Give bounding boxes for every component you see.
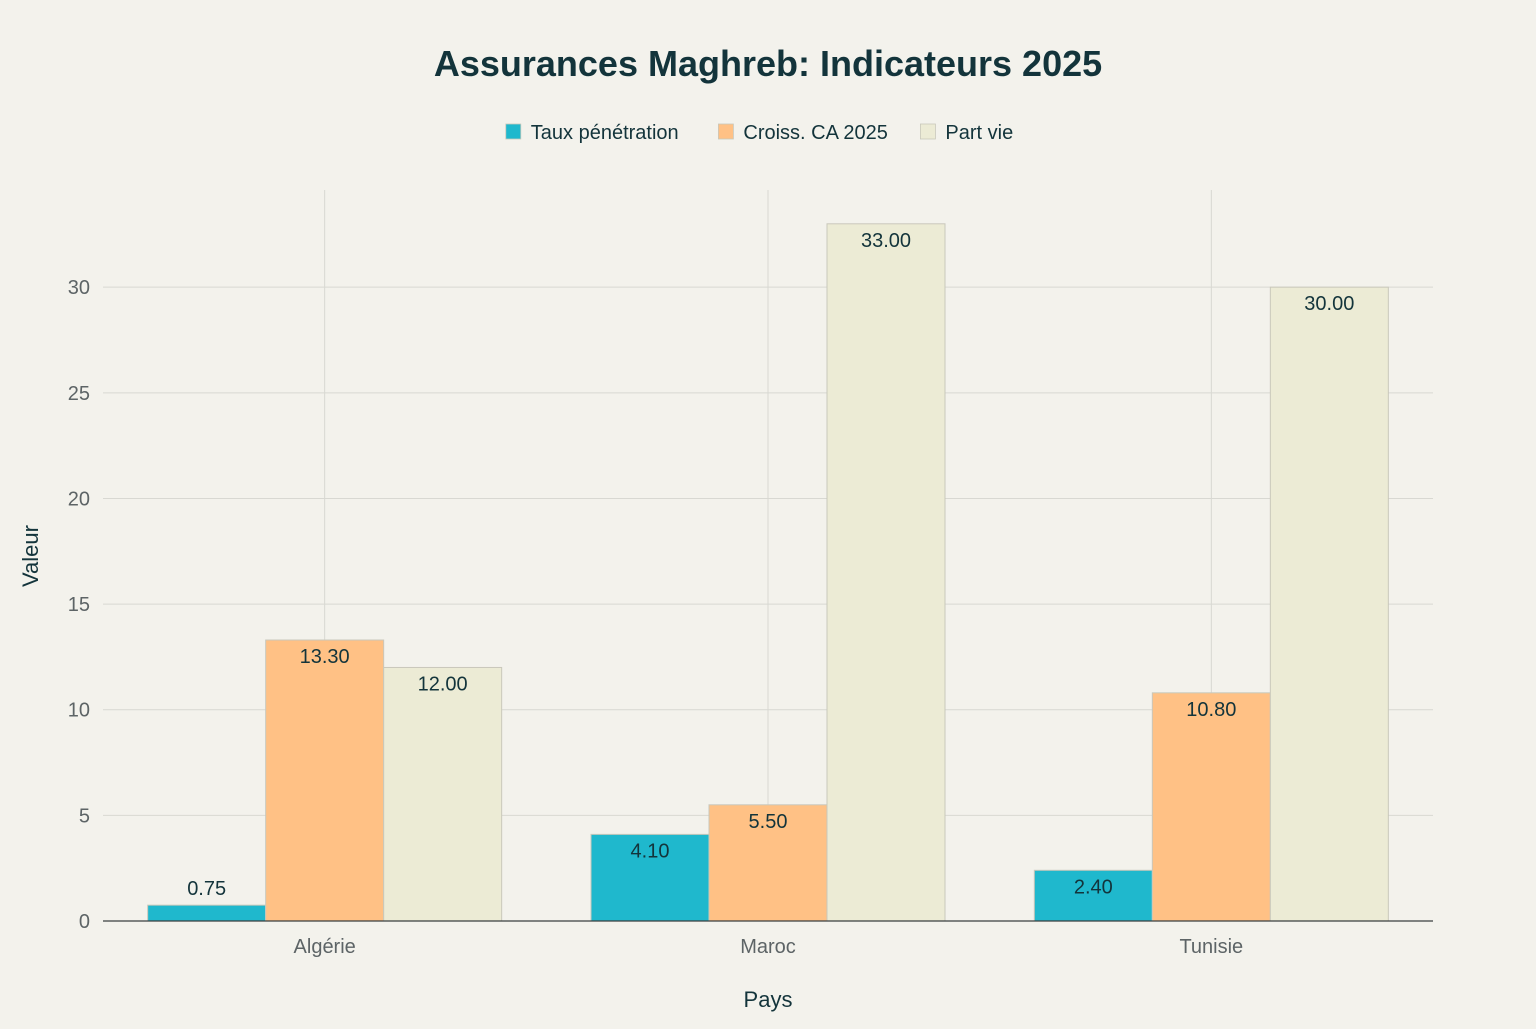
- y-tick-label: 20: [68, 488, 90, 510]
- legend-swatch-croiss-ca-2025: [718, 123, 734, 140]
- y-tick-label: 25: [68, 383, 90, 405]
- x-tick-label-algerie: Algérie: [294, 936, 356, 958]
- bar-croiss-ca-2025-algerie: [265, 639, 385, 922]
- bar-part-vie-tunisie: [1269, 286, 1389, 922]
- bar-taux-penetration-algerie: [147, 904, 267, 922]
- axes: 0 5 10 15 20 25 30 Algérie Maroc Tunisie: [68, 277, 1433, 958]
- bar-taux-penetration-maroc: [590, 833, 710, 922]
- bar-part-vie-maroc: [826, 223, 946, 922]
- data-label-taux-penetration-maroc: 4.10: [631, 840, 670, 862]
- bars: [147, 223, 1389, 922]
- y-axis-title: Valeur: [18, 525, 43, 587]
- data-labels: 0.75 13.30 12.00 4.10 5.50 33.00 2.40 10.80 30.0…: [187, 230, 1354, 900]
- y-tick-label: 15: [68, 594, 90, 616]
- legend-label-taux-penetration: Taux pénétration: [531, 122, 679, 144]
- data-label-croiss-ca-2025-algerie: 13.30: [300, 646, 350, 668]
- data-label-taux-penetration-tunisie: 2.40: [1074, 876, 1113, 898]
- bar-taux-penetration-tunisie: [1033, 869, 1153, 922]
- y-tick-label: 0: [79, 911, 90, 933]
- y-tick-label: 5: [79, 805, 90, 827]
- legend-swatch-part-vie: [920, 123, 936, 140]
- bar-part-vie-algerie: [383, 666, 503, 922]
- legend-label-part-vie: Part vie: [945, 122, 1013, 144]
- x-axis-title: Pays: [744, 987, 793, 1012]
- data-label-part-vie-maroc: 33.00: [861, 230, 911, 252]
- bar-croiss-ca-2025-maroc: [708, 804, 828, 922]
- data-label-taux-penetration-algerie: 0.75: [187, 878, 226, 900]
- data-label-part-vie-algerie: 12.00: [418, 673, 468, 695]
- x-tick-label-maroc: Maroc: [740, 936, 796, 958]
- bar-croiss-ca-2025-tunisie: [1151, 692, 1271, 922]
- chart-title: Assurances Maghreb: Indicateurs 2025: [434, 43, 1102, 84]
- legend-swatch-taux-penetration: [505, 123, 522, 140]
- y-tick-label: 10: [68, 700, 90, 722]
- data-label-part-vie-tunisie: 30.00: [1304, 293, 1354, 315]
- data-label-croiss-ca-2025-maroc: 5.50: [749, 811, 788, 833]
- legend: Taux pénétration Croiss. CA 2025 Part vie: [505, 122, 1013, 144]
- x-tick-label-tunisie: Tunisie: [1179, 936, 1243, 958]
- y-tick-label: 30: [68, 277, 90, 299]
- data-label-croiss-ca-2025-tunisie: 10.80: [1186, 699, 1236, 721]
- legend-label-croiss-ca-2025: Croiss. CA 2025: [743, 122, 888, 144]
